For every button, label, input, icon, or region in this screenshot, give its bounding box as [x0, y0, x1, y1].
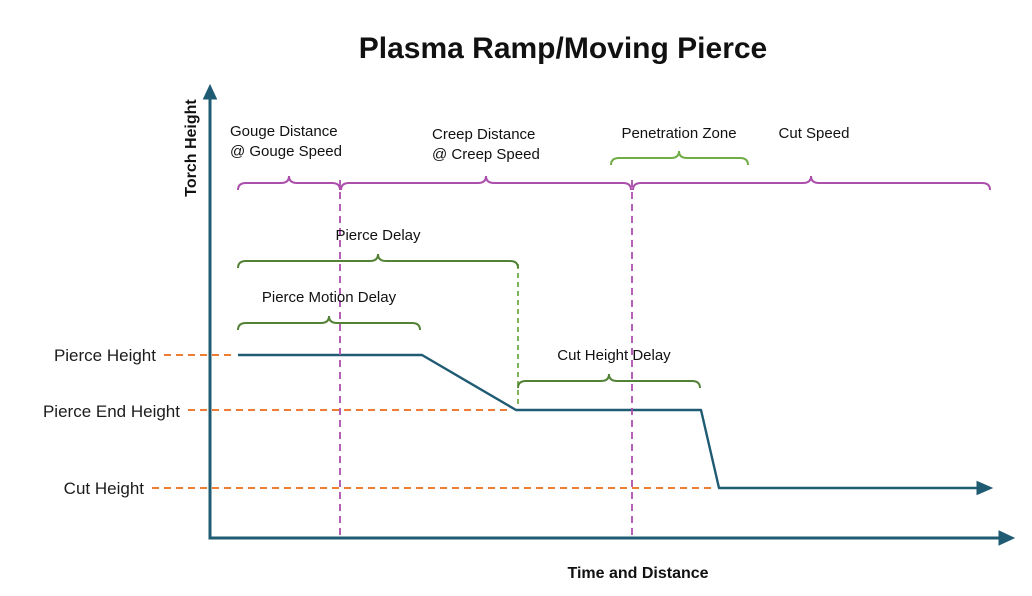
creep-distance-label-line2: @ Creep Speed — [432, 146, 540, 163]
height-reference-group — [152, 354, 714, 489]
penetration-zone-brace — [610, 150, 749, 166]
cut-speed-label: Cut Speed — [779, 125, 850, 142]
torch-height-curve-group — [238, 353, 994, 496]
x-axis-arrowhead — [998, 530, 1016, 546]
pierce-height-label: Pierce Height — [54, 346, 156, 365]
pierce-motion-delay-label: Pierce Motion Delay — [262, 289, 397, 306]
axes-group — [202, 83, 1016, 546]
creep-distance-brace — [340, 175, 632, 191]
curve-arrowhead — [976, 480, 994, 496]
pierce-end-height-label: Pierce End Height — [43, 402, 180, 421]
gouge-distance-label-line2: @ Gouge Speed — [230, 143, 342, 160]
cut-speed-brace — [632, 175, 991, 191]
gouge-distance-brace — [237, 175, 341, 191]
labels-group: Gouge Distance @ Gouge Speed Creep Dista… — [43, 99, 849, 582]
x-axis-label: Time and Distance — [567, 565, 708, 582]
gouge-distance-label-line1: Gouge Distance — [230, 123, 338, 140]
cut-height-delay-label: Cut Height Delay — [557, 347, 671, 364]
delay-brackets-group — [237, 253, 701, 389]
y-axis-label: Torch Height — [183, 99, 200, 197]
penetration-zone-group — [517, 150, 749, 406]
cut-height-delay-brace — [517, 373, 701, 389]
y-axis-arrowhead — [202, 83, 218, 100]
penetration-zone-label: Penetration Zone — [621, 125, 736, 142]
speed-zone-group — [237, 175, 991, 537]
pierce-delay-label: Pierce Delay — [335, 227, 421, 244]
torch-height-curve — [238, 353, 979, 490]
creep-distance-label-line1: Creep Distance — [432, 126, 535, 143]
pierce-motion-delay-brace — [237, 315, 421, 331]
pierce-delay-brace — [237, 253, 519, 269]
cut-height-label: Cut Height — [64, 479, 145, 498]
diagram-title: Plasma Ramp/Moving Pierce — [359, 32, 768, 65]
